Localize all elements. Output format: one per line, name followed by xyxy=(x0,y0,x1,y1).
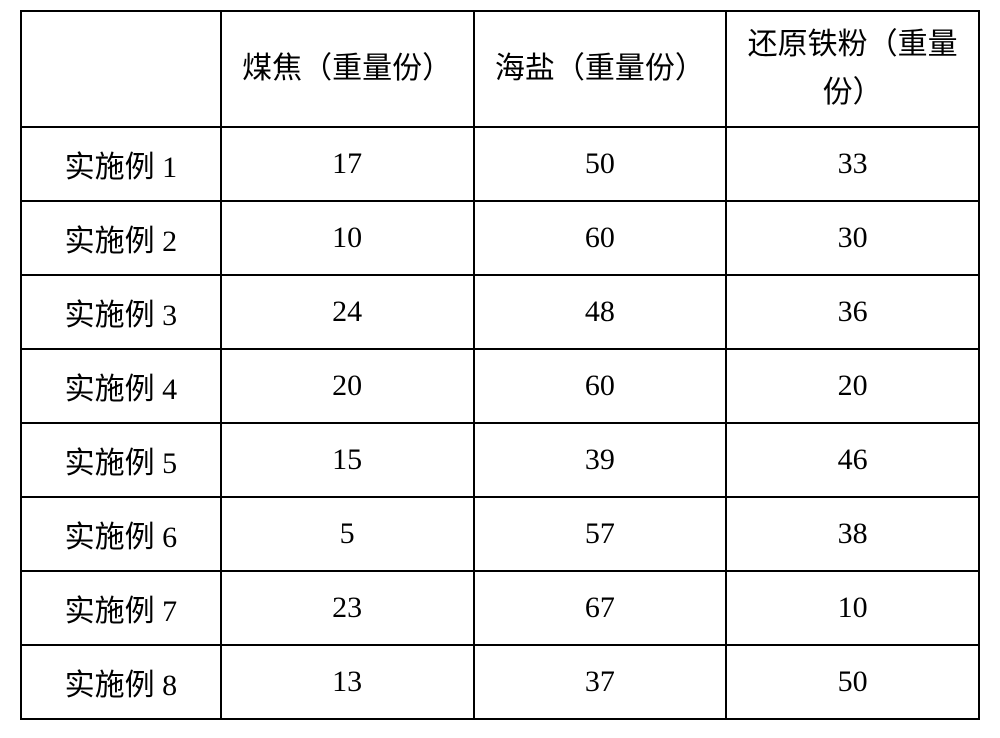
table-row: 实施例 8 13 37 50 xyxy=(21,645,979,719)
table-row: 实施例 3 24 48 36 xyxy=(21,275,979,349)
composition-table-container: 煤焦（重量份） 海盐（重量份） 还原铁粉（重量份） 实施例 1 17 50 33… xyxy=(20,10,980,720)
header-iron-powder: 还原铁粉（重量份） xyxy=(726,11,979,127)
cell-value: 13 xyxy=(221,645,474,719)
cell-value: 60 xyxy=(474,349,727,423)
row-label: 实施例 6 xyxy=(21,497,221,571)
cell-value: 60 xyxy=(474,201,727,275)
cell-value: 50 xyxy=(726,645,979,719)
cell-value: 15 xyxy=(221,423,474,497)
row-label: 实施例 3 xyxy=(21,275,221,349)
cell-value: 5 xyxy=(221,497,474,571)
cell-value: 37 xyxy=(474,645,727,719)
table-row: 实施例 7 23 67 10 xyxy=(21,571,979,645)
cell-value: 57 xyxy=(474,497,727,571)
cell-value: 23 xyxy=(221,571,474,645)
cell-value: 17 xyxy=(221,127,474,201)
row-label: 实施例 8 xyxy=(21,645,221,719)
cell-value: 39 xyxy=(474,423,727,497)
table-row: 实施例 2 10 60 30 xyxy=(21,201,979,275)
cell-value: 36 xyxy=(726,275,979,349)
table-row: 实施例 6 5 57 38 xyxy=(21,497,979,571)
cell-value: 24 xyxy=(221,275,474,349)
cell-value: 48 xyxy=(474,275,727,349)
cell-value: 20 xyxy=(221,349,474,423)
row-label: 实施例 2 xyxy=(21,201,221,275)
cell-value: 20 xyxy=(726,349,979,423)
cell-value: 38 xyxy=(726,497,979,571)
header-sea-salt: 海盐（重量份） xyxy=(474,11,727,127)
cell-value: 10 xyxy=(221,201,474,275)
header-blank xyxy=(21,11,221,127)
cell-value: 33 xyxy=(726,127,979,201)
table-row: 实施例 5 15 39 46 xyxy=(21,423,979,497)
cell-value: 50 xyxy=(474,127,727,201)
cell-value: 46 xyxy=(726,423,979,497)
table-row: 实施例 1 17 50 33 xyxy=(21,127,979,201)
row-label: 实施例 5 xyxy=(21,423,221,497)
cell-value: 10 xyxy=(726,571,979,645)
cell-value: 30 xyxy=(726,201,979,275)
table-row: 实施例 4 20 60 20 xyxy=(21,349,979,423)
header-coal-coke: 煤焦（重量份） xyxy=(221,11,474,127)
composition-table: 煤焦（重量份） 海盐（重量份） 还原铁粉（重量份） 实施例 1 17 50 33… xyxy=(20,10,980,720)
row-label: 实施例 1 xyxy=(21,127,221,201)
row-label: 实施例 4 xyxy=(21,349,221,423)
row-label: 实施例 7 xyxy=(21,571,221,645)
cell-value: 67 xyxy=(474,571,727,645)
table-header-row: 煤焦（重量份） 海盐（重量份） 还原铁粉（重量份） xyxy=(21,11,979,127)
